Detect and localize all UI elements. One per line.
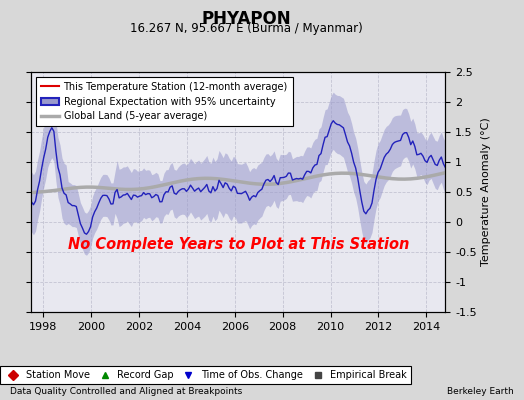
Text: 16.267 N, 95.667 E (Burma / Myanmar): 16.267 N, 95.667 E (Burma / Myanmar) [130,22,363,35]
Legend: Station Move, Record Gap, Time of Obs. Change, Empirical Break: Station Move, Record Gap, Time of Obs. C… [0,366,411,384]
Y-axis label: Temperature Anomaly (°C): Temperature Anomaly (°C) [481,118,491,266]
Text: Berkeley Earth: Berkeley Earth [447,387,514,396]
Text: Data Quality Controlled and Aligned at Breakpoints: Data Quality Controlled and Aligned at B… [10,387,243,396]
Text: PHYAPON: PHYAPON [201,10,291,28]
Text: No Complete Years to Plot at This Station: No Complete Years to Plot at This Statio… [68,237,409,252]
